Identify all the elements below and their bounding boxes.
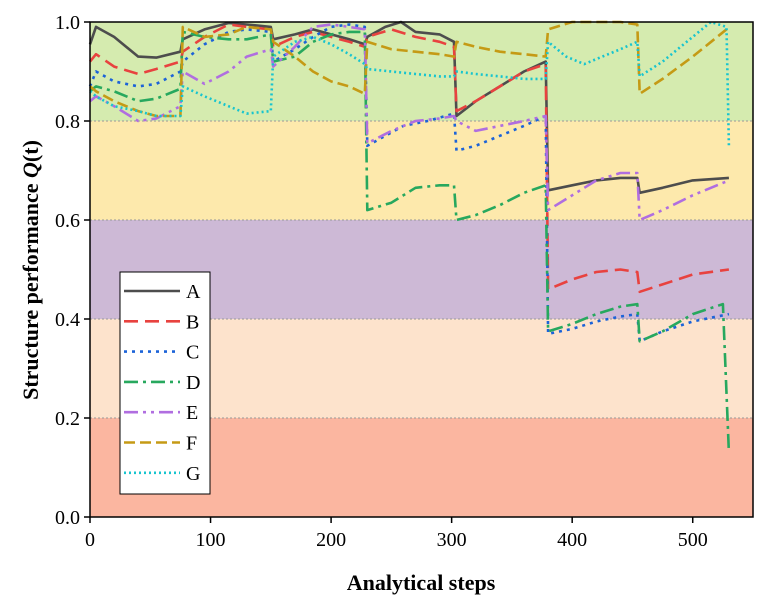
legend-label-d: D <box>186 372 200 394</box>
x-tick-label: 400 <box>557 529 587 551</box>
x-tick-label: 300 <box>437 529 467 551</box>
legend-label-b: B <box>186 311 199 333</box>
plot-frame <box>89 21 754 518</box>
series-line-e <box>89 23 730 222</box>
y-tick-label: 0.0 <box>55 507 80 529</box>
series-line-c <box>88 23 730 343</box>
x-tick-label: 100 <box>196 529 226 551</box>
y-tick-label: 0.6 <box>55 210 80 232</box>
x-axis-title: Analytical steps <box>347 570 496 595</box>
series-line-b <box>88 23 730 294</box>
band-1 <box>90 121 753 220</box>
x-tick-label: 0 <box>85 529 95 551</box>
y-tick-label: 1.0 <box>55 12 80 34</box>
axis-ticks: 0 100 200 300 400 500 0.0 0.2 0.4 0.6 0.8 1.0 <box>55 12 708 551</box>
y-tick-label: 0.4 <box>55 309 80 331</box>
y-tick-label: 0.8 <box>55 111 80 133</box>
legend-label-c: C <box>186 342 199 364</box>
x-tick-label: 500 <box>678 529 708 551</box>
legend-label-f: F <box>186 433 197 455</box>
legend-label-e: E <box>186 402 198 424</box>
legend-label-a: A <box>186 281 201 303</box>
series-line-d <box>89 30 731 453</box>
x-tick-label: 200 <box>316 529 346 551</box>
y-tick-label: 0.2 <box>55 408 80 430</box>
y-axis-title: Structure performance Q(t) <box>18 140 43 400</box>
series-line-g <box>89 20 731 146</box>
legend-label-g: G <box>186 463 200 485</box>
